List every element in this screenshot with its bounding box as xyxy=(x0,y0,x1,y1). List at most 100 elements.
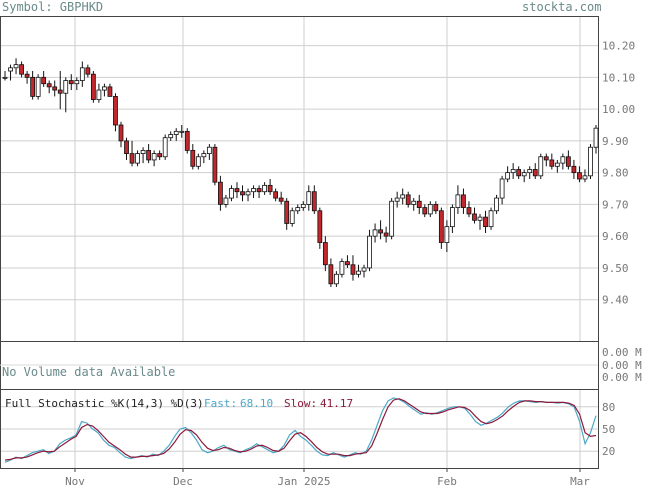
candle xyxy=(295,204,301,214)
candle-body xyxy=(113,96,118,126)
candle xyxy=(433,201,439,214)
candle-body xyxy=(74,80,80,85)
candle xyxy=(13,58,19,75)
candle-body xyxy=(394,197,400,202)
candle xyxy=(466,201,472,218)
candle-body xyxy=(543,156,549,161)
candle-body xyxy=(461,194,466,208)
candle xyxy=(521,169,527,183)
candle-body xyxy=(79,67,85,81)
candle xyxy=(494,194,499,214)
volume-panel: No Volume data Available 0.00 M0.00 M0.0… xyxy=(0,341,642,390)
candle-body xyxy=(146,150,151,161)
candle-body xyxy=(494,197,499,212)
candle xyxy=(571,159,577,179)
candle-body xyxy=(593,127,599,148)
price-axis-labels: 10.20 10.10 10.00 9.90 9.80 9.70 9.60 9.50 9.40 xyxy=(602,40,635,307)
candle xyxy=(345,255,350,268)
candle xyxy=(102,83,107,97)
candle-body xyxy=(549,159,555,167)
candle-body xyxy=(334,273,339,285)
candle xyxy=(444,220,450,253)
candle-body xyxy=(168,134,174,139)
candle xyxy=(538,153,544,179)
candle xyxy=(593,125,599,154)
candle xyxy=(284,198,290,230)
candle-body xyxy=(295,207,301,212)
candle-body xyxy=(378,229,383,234)
candle xyxy=(201,150,207,164)
candle xyxy=(85,64,91,78)
candle-body xyxy=(538,156,544,177)
candle-body xyxy=(565,156,571,167)
candle xyxy=(565,150,571,170)
candle-body xyxy=(311,191,317,212)
brand-link[interactable]: stockta.com xyxy=(522,0,602,14)
price-grid xyxy=(1,17,598,341)
candle xyxy=(8,64,13,81)
candle xyxy=(527,166,533,179)
x-tick-label: Mar xyxy=(570,475,590,486)
candle-body xyxy=(190,150,196,167)
candle xyxy=(549,153,555,170)
candle xyxy=(218,175,223,211)
candle-body xyxy=(162,137,168,158)
candle xyxy=(438,207,444,249)
candle xyxy=(63,77,69,113)
candle-body xyxy=(124,140,129,154)
candle xyxy=(267,179,273,195)
candle xyxy=(52,80,58,97)
candle xyxy=(510,163,516,179)
stochastic-title: Full Stochastic %K(14,3) %D(3) xyxy=(5,397,204,410)
stochastic-grid xyxy=(1,390,598,468)
candle xyxy=(499,175,505,205)
stochastic-axis-labels: 80 50 20 xyxy=(602,401,615,458)
candle-body xyxy=(251,188,256,193)
candle-body xyxy=(262,184,267,193)
candle-body xyxy=(328,264,334,285)
candle xyxy=(90,71,96,103)
candle xyxy=(411,198,417,211)
x-tick-label: Feb xyxy=(437,475,457,486)
candle xyxy=(206,144,212,160)
candle xyxy=(543,153,549,167)
candle-body xyxy=(19,64,24,75)
candle xyxy=(118,121,124,148)
candle-body xyxy=(179,130,185,133)
candle xyxy=(195,153,201,170)
candle-body xyxy=(499,178,505,199)
candle xyxy=(483,210,488,233)
candle-body xyxy=(411,200,417,205)
candle-body xyxy=(284,200,290,224)
candle xyxy=(532,163,538,179)
candle xyxy=(140,147,146,164)
candle-body xyxy=(90,73,96,100)
candle xyxy=(24,71,30,84)
price-candles xyxy=(2,58,599,287)
volume-tick-label: 0.00 M xyxy=(602,359,642,372)
price-tick-label: 9.40 xyxy=(602,294,629,307)
candle xyxy=(212,144,218,186)
candle-body xyxy=(505,172,511,180)
stochastic-tick-label: 50 xyxy=(602,423,615,436)
candle xyxy=(30,71,36,100)
candle xyxy=(378,220,383,240)
candle xyxy=(416,194,422,214)
candle xyxy=(516,166,522,179)
candle xyxy=(124,137,129,160)
candle xyxy=(582,169,588,183)
candle xyxy=(245,188,251,202)
candle-body xyxy=(521,172,527,177)
stochastic-tick-label: 80 xyxy=(602,401,615,414)
candle-body xyxy=(488,210,494,228)
candle xyxy=(113,93,118,132)
candle xyxy=(151,150,157,167)
price-tick-label: 9.50 xyxy=(602,262,629,275)
candle-body xyxy=(361,267,367,272)
candle xyxy=(488,207,494,230)
candle-body xyxy=(554,162,560,167)
candle xyxy=(79,61,85,87)
candle xyxy=(394,191,400,208)
candle-body xyxy=(345,261,350,266)
